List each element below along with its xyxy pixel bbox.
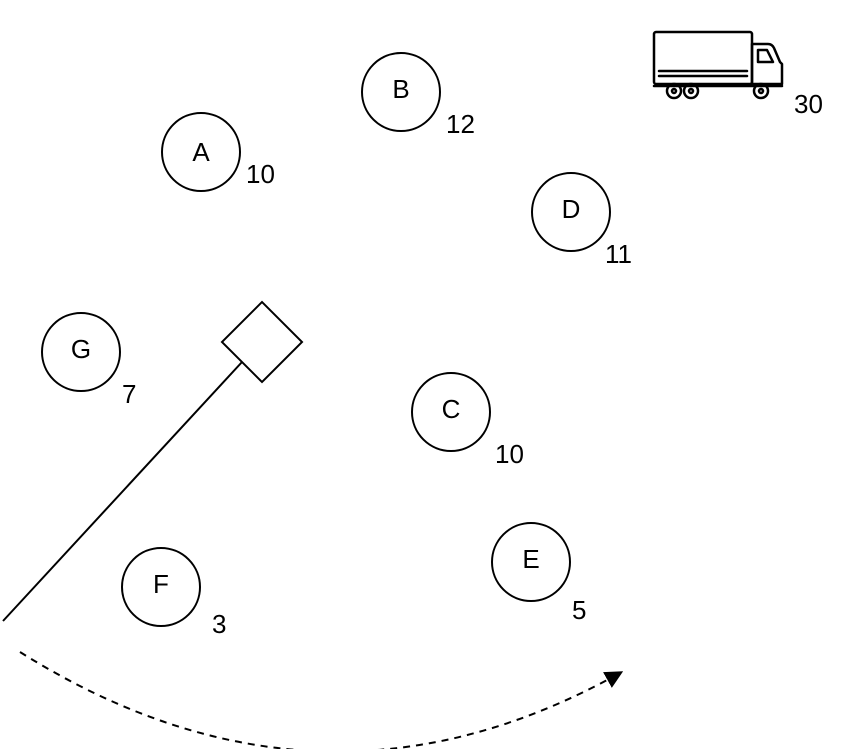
node-g-circle bbox=[41, 312, 121, 392]
node-c: C 10 bbox=[411, 372, 524, 469]
node-c-label: C bbox=[442, 394, 461, 424]
node-e-demand: 5 bbox=[572, 595, 586, 625]
node-a-label: A bbox=[192, 137, 210, 167]
truck-icon bbox=[652, 30, 784, 100]
sweep-ray-line bbox=[2, 361, 243, 622]
node-e: E 5 bbox=[491, 522, 586, 625]
node-b-circle bbox=[361, 52, 441, 132]
node-a-demand: 10 bbox=[246, 159, 275, 189]
node-d-demand: 11 bbox=[605, 239, 632, 269]
truck-capacity-label: 30 bbox=[794, 89, 823, 119]
node-d-label: D bbox=[562, 194, 581, 224]
depot-square-icon bbox=[220, 300, 304, 384]
node-c-circle bbox=[411, 372, 491, 452]
node-a: A 10 bbox=[161, 112, 275, 192]
node-b-demand: 12 bbox=[446, 109, 475, 139]
node-f-demand: 3 bbox=[212, 609, 226, 639]
node-b-label: B bbox=[392, 74, 409, 104]
sweep-direction-arrow-icon bbox=[19, 651, 624, 749]
node-d: D 11 bbox=[531, 172, 632, 269]
node-e-label: E bbox=[522, 544, 539, 574]
node-c-demand: 10 bbox=[495, 439, 524, 469]
node-f-circle bbox=[121, 547, 201, 627]
node-b: B 12 bbox=[361, 52, 475, 139]
node-g-label: G bbox=[71, 334, 91, 364]
node-g-demand: 7 bbox=[122, 379, 136, 409]
node-a-circle bbox=[161, 112, 241, 192]
node-g: G 7 bbox=[41, 312, 136, 409]
node-d-circle bbox=[531, 172, 611, 252]
node-f: F 3 bbox=[121, 547, 226, 639]
node-e-circle bbox=[491, 522, 571, 602]
node-f-label: F bbox=[153, 569, 169, 599]
